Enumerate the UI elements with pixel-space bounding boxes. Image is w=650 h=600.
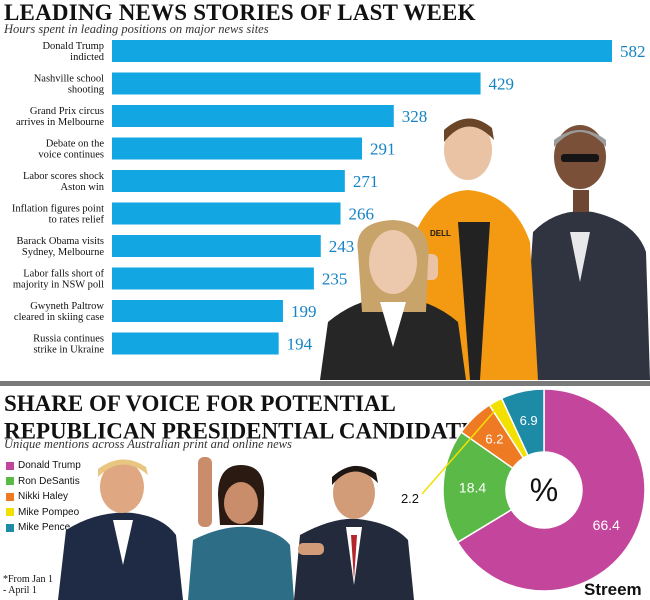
donut-slice <box>500 388 545 457</box>
legend-swatch <box>6 477 14 486</box>
legend-item: Ron DeSantis <box>6 474 81 490</box>
news-stories-bar-chart: Donald Trump indicted 582 Nashville school s… <box>12 40 646 356</box>
donut-leader-line <box>421 406 499 495</box>
donut-slice <box>456 388 646 592</box>
donut-value-label: 18.4 <box>459 480 486 496</box>
donut-value-label: 6.9 <box>520 413 538 428</box>
photo-person-blonde <box>320 220 466 380</box>
donut-value-label: 66.4 <box>593 517 620 533</box>
legend-swatch <box>6 492 14 501</box>
legend-swatch <box>6 523 14 532</box>
bar <box>112 170 345 192</box>
bar-value-label: 194 <box>287 335 313 354</box>
bar-value-label: 199 <box>291 302 317 321</box>
bar-value-label: 291 <box>370 140 396 159</box>
brand-logo: Streem <box>584 580 642 599</box>
photo-candidate-right <box>294 465 414 600</box>
bar <box>112 267 314 290</box>
chart-title-news-stories: LEADING NEWS STORIES OF LAST WEEK <box>4 0 476 25</box>
share-of-voice-donut-chart: 66.4 18.4 6.2 2.2 6.9% <box>401 388 646 592</box>
bar-value-label: 328 <box>402 107 428 126</box>
photo-candidate-middle <box>188 457 294 600</box>
bar-category-label: Labor scores shock Aston win <box>23 171 105 193</box>
bar-category-label: Grand Prix circus arrives in Melbourne <box>16 106 104 128</box>
bar-category-label: Labor falls short of majority in NSW poll <box>13 269 105 291</box>
chart-title-share-of-voice: SHARE OF VOICE FOR POTENTIAL REPUBLICAN … <box>4 391 496 444</box>
legend-label: Mike Pence <box>18 522 71 534</box>
bar-category-label: Gwyneth Paltrow cleared in skiing case <box>14 301 104 323</box>
bar-value-label: 235 <box>322 270 348 289</box>
donut-slice <box>442 431 514 544</box>
chart-subtitle-share-of-voice: Unique mentions across Australian print … <box>4 437 292 451</box>
legend-label: Mike Pompeo <box>18 506 80 518</box>
bar <box>112 72 481 95</box>
donut-value-label: 2.2 <box>401 491 419 506</box>
bar-value-label: 243 <box>329 237 355 256</box>
bar <box>112 202 341 225</box>
bar-value-label: 429 <box>489 75 515 94</box>
section-divider <box>0 381 650 386</box>
bar-category-label: Russia continues strike in Ukraine <box>33 334 104 356</box>
bar <box>112 300 283 322</box>
legend-label: Nikki Haley <box>18 491 69 503</box>
bar-category-label: Inflation figures point to rates relief <box>12 204 105 226</box>
svg-text:DELL: DELL <box>430 229 451 238</box>
legend-item: Donald Trump <box>6 458 81 474</box>
donut-legend: Donald Trump Ron DeSantis Nikki Haley Mike … <box>6 458 81 536</box>
bar-value-label: 271 <box>353 172 379 191</box>
donut-center-label: % <box>530 472 558 508</box>
bar-category-label: Barack Obama visits Sydney, Melbourne <box>17 236 105 258</box>
legend-label: Donald Trump <box>18 460 81 472</box>
photo-person-suit-grey-hair <box>523 125 650 380</box>
donut-value-label: 6.2 <box>485 431 503 446</box>
legend-item: Mike Pence <box>6 520 81 536</box>
bar <box>112 137 362 160</box>
bar <box>112 40 612 62</box>
bar <box>112 235 321 257</box>
legend-label: Ron DeSantis <box>18 475 80 487</box>
legend-item: Mike Pompeo <box>6 505 81 521</box>
photo-candidate-left <box>58 459 183 600</box>
bar <box>112 332 279 355</box>
bar-value-label: 582 <box>620 42 646 61</box>
bar-category-label: Debate on the voice continues <box>38 139 104 161</box>
legend-swatch <box>6 508 14 517</box>
candidates-photo-row <box>58 457 414 600</box>
legend-swatch <box>6 461 14 470</box>
bar <box>112 105 394 127</box>
news-figures-photo-collage: DELL <box>320 118 650 380</box>
legend-item: Nikki Haley <box>6 489 81 505</box>
footnote: *From Jan 1 - April 1 <box>3 574 53 596</box>
bar-category-label: Donald Trump indicted <box>42 41 104 63</box>
chart-subtitle-news-stories: Hours spent in leading positions on majo… <box>4 22 269 36</box>
bar-value-label: 266 <box>349 205 375 224</box>
bar-category-label: Nashville school shooting <box>34 74 105 96</box>
